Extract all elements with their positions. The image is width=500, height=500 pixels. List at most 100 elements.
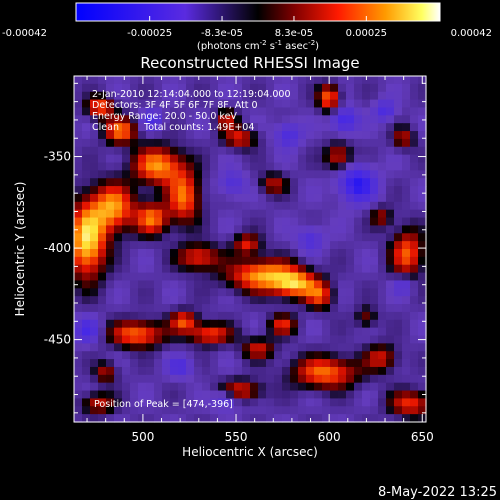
heatmap-cell	[178, 280, 187, 289]
heatmap-cell	[146, 225, 155, 234]
heatmap-cell	[258, 162, 267, 171]
heatmap-cell	[274, 272, 283, 282]
heatmap-cell	[370, 170, 379, 179]
heatmap-cell	[146, 83, 155, 93]
heatmap-cell	[290, 335, 299, 344]
heatmap-cell	[386, 154, 395, 164]
colorbar-unit-label: (photons cm-2 s-1 asec-2)	[197, 39, 319, 52]
heatmap-cell	[178, 146, 187, 156]
heatmap-cell	[266, 280, 275, 289]
heatmap-cell	[314, 123, 323, 132]
heatmap-cell	[282, 366, 291, 376]
heatmap-cell	[322, 170, 331, 179]
heatmap-cell	[82, 225, 91, 234]
heatmap-cell	[354, 241, 363, 250]
heatmap-cell	[170, 249, 179, 258]
heatmap-cell	[258, 335, 267, 344]
heatmap-cell	[82, 201, 91, 211]
heatmap-cell	[330, 146, 339, 156]
heatmap-cell	[386, 217, 395, 227]
heatmap-cell	[346, 374, 355, 384]
heatmap-cell	[346, 107, 355, 116]
heatmap-cell	[402, 390, 411, 400]
heatmap-cell	[186, 201, 195, 211]
heatmap-cell	[386, 304, 395, 313]
heatmap-cell	[418, 327, 427, 337]
heatmap-cell	[90, 272, 99, 282]
heatmap-cell	[314, 382, 323, 392]
heatmap-cell	[146, 146, 155, 156]
heatmap-cell	[394, 233, 403, 242]
heatmap-cell	[194, 115, 203, 124]
heatmap-cell	[346, 343, 355, 352]
heatmap-cell	[146, 288, 155, 297]
heatmap-cell	[122, 272, 131, 282]
heatmap-cell	[282, 76, 291, 85]
heatmap-cell	[370, 296, 379, 305]
heatmap-cell	[338, 154, 347, 164]
heatmap-cell	[90, 99, 99, 109]
heatmap-cell	[146, 186, 155, 195]
heatmap-cell	[290, 193, 299, 203]
heatmap-cell	[346, 256, 355, 266]
heatmap-cell	[298, 225, 307, 234]
heatmap-cell	[90, 201, 99, 211]
heatmap-cell	[90, 319, 99, 329]
heatmap-cell	[306, 76, 315, 85]
heatmap-cell	[290, 398, 299, 407]
heatmap-cell	[354, 304, 363, 313]
heatmap-cell	[130, 366, 139, 376]
heatmap-cell	[418, 241, 427, 250]
heatmap-cell	[330, 327, 339, 337]
heatmap-cell	[298, 146, 307, 156]
heatmap-cell	[370, 351, 379, 360]
heatmap-cell	[162, 83, 171, 93]
heatmap-cell	[322, 131, 331, 140]
heatmap-cell	[186, 76, 195, 85]
heatmap-cell	[210, 414, 219, 423]
heatmap-cell	[402, 241, 411, 250]
heatmap-cell	[82, 288, 91, 297]
heatmap-cell	[122, 225, 131, 234]
heatmap-cell	[330, 115, 339, 124]
heatmap-cell	[386, 146, 395, 156]
heatmap-cell	[418, 154, 427, 164]
heatmap-cell	[178, 233, 187, 242]
heatmap-cell	[274, 343, 283, 352]
heatmap-cell	[194, 256, 203, 266]
heatmap-cell	[306, 178, 315, 187]
heatmap-cell	[338, 123, 347, 132]
heatmap-cell	[394, 335, 403, 344]
heatmap-cell	[298, 366, 307, 376]
heatmap-cell	[394, 170, 403, 179]
heatmap-cell	[74, 359, 83, 368]
heatmap-cell	[82, 186, 91, 195]
heatmap-cell	[322, 319, 331, 329]
heatmap-cell	[418, 83, 427, 93]
heatmap-cell	[402, 351, 411, 360]
heatmap-cell	[282, 374, 291, 384]
heatmap-cell	[146, 264, 155, 274]
heatmap-cell	[362, 343, 371, 352]
heatmap-cell	[274, 83, 283, 93]
heatmap-cell	[210, 382, 219, 392]
heatmap-cell	[290, 76, 299, 85]
heatmap-cell	[266, 264, 275, 274]
heatmap-cell	[186, 154, 195, 164]
heatmap-cell	[122, 241, 131, 250]
heatmap-cell	[210, 201, 219, 211]
heatmap-cell	[386, 414, 395, 423]
heatmap-cell	[362, 131, 371, 140]
heatmap-cell	[370, 256, 379, 266]
heatmap-cell	[194, 107, 203, 116]
peak-position-text: Position of Peak = [474,-396]	[94, 399, 233, 410]
heatmap-cell	[410, 178, 419, 187]
heatmap-cell	[178, 154, 187, 164]
heatmap-cell	[306, 272, 315, 282]
heatmap-cell	[114, 256, 123, 266]
heatmap-cell	[362, 280, 371, 289]
heatmap-cell	[170, 76, 179, 85]
heatmap-cell	[314, 296, 323, 305]
heatmap-cell	[418, 123, 427, 132]
heatmap-cell	[138, 343, 147, 352]
